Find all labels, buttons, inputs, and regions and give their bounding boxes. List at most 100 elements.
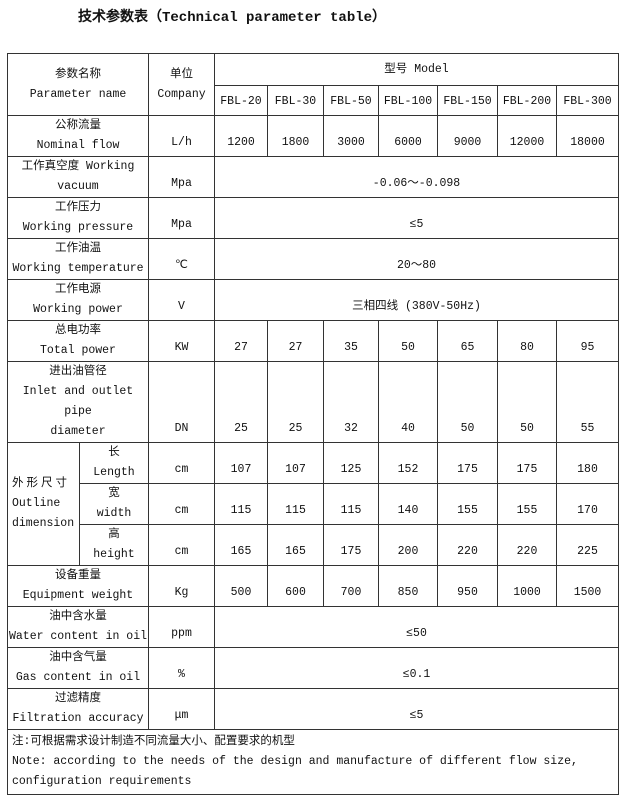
value-cell: 700 — [323, 565, 379, 607]
table-row-pipe: 进出油管径 Inlet and outlet pipe diameter DN 25 25… — [7, 361, 619, 443]
value-cell: 25 — [214, 361, 268, 443]
model-column-header: FBL-20 — [214, 85, 268, 116]
value-cell: 950 — [437, 565, 498, 607]
value-cell: 850 — [378, 565, 438, 607]
value-cell: 三相四线 (380V-50Hz) — [213, 279, 619, 321]
param-label: 总电功率 Total power — [7, 320, 149, 362]
value-cell: 115 — [323, 483, 379, 525]
unit-cell: μm — [148, 688, 215, 730]
value-cell: 165 — [267, 524, 324, 566]
table-row-length: 外形尺寸 Outline dimension 长 Length cm 107 107 125 15… — [7, 442, 619, 566]
param-label: 工作电源 Working power — [7, 279, 149, 321]
value-cell: 125 — [323, 442, 379, 484]
value-cell: 200 — [378, 524, 438, 566]
value-cell: ≤50 — [213, 606, 619, 648]
table-row-water: 油中含水量 Water content in oil ppm ≤50 — [7, 606, 619, 648]
unit-cell: cm — [148, 442, 215, 484]
value-cell: 1800 — [267, 115, 324, 157]
param-label: 工作真空度 Working vacuum — [7, 156, 149, 198]
value-cell: 27 — [214, 320, 268, 362]
value-cell: 175 — [437, 442, 498, 484]
unit-cell: ppm — [148, 606, 215, 648]
value-cell: 40 — [378, 361, 438, 443]
value-cell: 175 — [323, 524, 379, 566]
unit-cell: Mpa — [148, 156, 215, 198]
param-label: 工作压力 Working pressure — [7, 197, 149, 239]
sub-param-label: 高 height — [79, 524, 149, 566]
value-cell: 1000 — [497, 565, 557, 607]
table-row-temp: 工作油温 Working temperature ℃ 20～80 — [7, 238, 619, 280]
model-column-header: FBL-200 — [497, 85, 557, 116]
unit-cell: % — [148, 647, 215, 689]
param-label: 公称流量 Nominal flow — [7, 115, 149, 157]
value-cell: 115 — [267, 483, 324, 525]
param-label: 油中含气量 Gas content in oil — [7, 647, 149, 689]
value-cell: 50 — [497, 361, 557, 443]
sub-param-label: 长 Length — [79, 442, 149, 484]
param-label: 过滤精度 Filtration accuracy — [7, 688, 149, 730]
param-label: 进出油管径 Inlet and outlet pipe diameter — [7, 361, 149, 443]
value-cell: 175 — [497, 442, 557, 484]
model-column-header: FBL-300 — [555, 85, 619, 116]
value-cell: 55 — [555, 361, 619, 443]
page-title: 技术参数表（Technical parameter table） — [78, 10, 387, 26]
unit-cell: Kg — [148, 565, 215, 607]
value-cell: 20～80 — [213, 238, 619, 280]
table-row-height: 高 height cm 165 165 175 200 220 220 225 — [8, 524, 619, 566]
value-cell: 107 — [267, 442, 324, 484]
value-cell: 65 — [437, 320, 498, 362]
param-label: 油中含水量 Water content in oil — [7, 606, 149, 648]
table-row-power: 工作电源 Working power V 三相四线 (380V-50Hz) — [7, 279, 619, 321]
sub-param-label: 宽 width — [79, 483, 149, 525]
note: 注:可根据需求设计制造不同流量大小、配置要求的机型 Note: according… — [6, 729, 619, 795]
value-cell: 165 — [214, 524, 268, 566]
value-cell: 3000 — [323, 115, 379, 157]
value-cell: ≤0.1 — [213, 647, 619, 689]
value-cell: 600 — [267, 565, 324, 607]
unit-cell: cm — [148, 524, 215, 566]
value-cell: 6000 — [378, 115, 438, 157]
unit-cell: Mpa — [148, 197, 215, 239]
table-row-total: 总电功率 Total power KW 27 27 35 50 65 80 95 — [7, 320, 619, 362]
table-row-pressure: 工作压力 Working pressure Mpa ≤5 — [7, 197, 619, 239]
value-cell: 140 — [378, 483, 438, 525]
table-row-vacuum: 工作真空度 Working vacuum Mpa -0.06～-0.098 — [7, 156, 619, 198]
value-cell: 25 — [267, 361, 324, 443]
param-label: 工作油温 Working temperature — [7, 238, 149, 280]
value-cell: ≤5 — [213, 688, 619, 730]
value-cell: 95 — [555, 320, 619, 362]
unit-cell: L/h — [148, 115, 215, 157]
value-cell: 1500 — [555, 565, 619, 607]
model-column-header: FBL-100 — [378, 85, 438, 116]
unit-cell: DN — [148, 361, 215, 443]
table-row-gas: 油中含气量 Gas content in oil% ≤0.1 — [7, 647, 619, 689]
value-cell: 220 — [437, 524, 498, 566]
model-column-header: FBL-50 — [323, 85, 379, 116]
unit-header: 单位 Company — [148, 53, 215, 116]
value-cell: 155 — [437, 483, 498, 525]
value-cell: 27 — [267, 320, 324, 362]
value-cell: 115 — [214, 483, 268, 525]
technical-parameter-table: 参数名称 Parameter name 单位 Company 型号 Model FB… — [6, 53, 619, 795]
param-header: 参数名称 Parameter name — [7, 53, 149, 116]
value-cell: 155 — [497, 483, 557, 525]
value-cell: -0.06～-0.098 — [213, 156, 619, 198]
table-row-filter: 过滤精度 Filtration accuracy μm ≤5 — [7, 688, 619, 730]
value-cell: 35 — [323, 320, 379, 362]
value-cell: 50 — [437, 361, 498, 443]
value-cell: 107 — [214, 442, 268, 484]
unit-cell: V — [148, 279, 215, 321]
value-cell: 225 — [555, 524, 619, 566]
unit-cell: cm — [148, 483, 215, 525]
value-cell: 170 — [555, 483, 619, 525]
param-label: 设备重量 Equipment weight — [7, 565, 149, 607]
model-column-header: FBL-30 — [267, 85, 324, 116]
value-cell: 12000 — [497, 115, 557, 157]
value-cell: 152 — [378, 442, 438, 484]
value-cell: 220 — [497, 524, 557, 566]
value-cell: 1200 — [214, 115, 268, 157]
table-row-weight: 设备重量 Equipment weight Kg 500 600 700 850 950 100… — [7, 565, 619, 607]
value-cell: 80 — [497, 320, 557, 362]
table-row-width: 宽 width cm 115 115 115 140 155 155 170 — [8, 483, 619, 525]
table-row-flow: 公称流量 Nominal flow L/h 1200 1800 3000 6000 9000 1… — [7, 115, 619, 157]
